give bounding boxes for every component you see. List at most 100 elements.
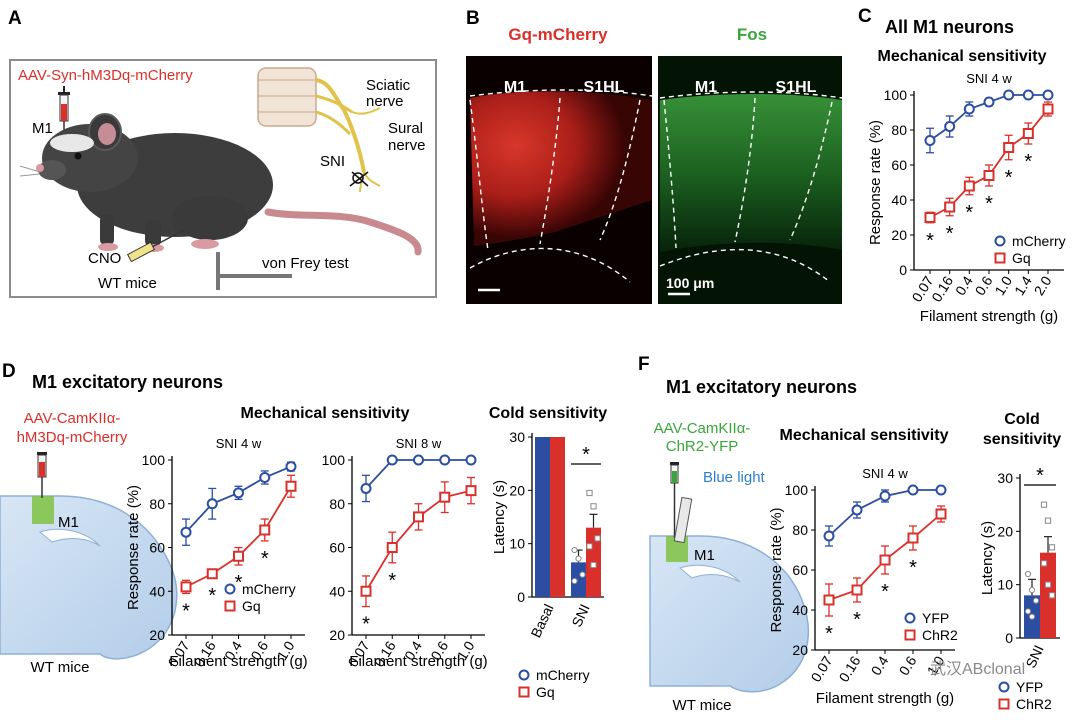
data-point-gq [285,480,297,492]
panel-b-left-m1: M1 [504,79,526,96]
data-point-chr2 [1040,501,1048,508]
chart-title: SNI 4 w [966,71,1012,86]
panel-b: B Gq-mCherry Fos M1 S1HL M1 S1HL 100 μm [466,8,843,304]
legend-marker-gq [994,252,1006,264]
significance-star: * [881,581,889,603]
data-point-yfp [935,484,947,496]
panel-f-virus-line2: ChR2-YFP [666,438,739,455]
significance-star: * [1036,465,1044,487]
y-tick-label: 20 [997,523,1013,539]
data-point-yfp [1024,570,1032,578]
mcherry-signal [470,91,652,246]
legend-label-gq: Gq [536,684,555,700]
x-tick-label: 2.0 [1031,273,1055,298]
data-point-gq [963,180,975,192]
chart-title: SNI 8 w [396,436,442,451]
panel-a-sni-label: SNI [320,153,345,170]
y-tick-label: 10 [997,577,1013,593]
y-tick-label: 10 [509,536,525,552]
data-point-gq [1042,103,1054,115]
y-axis-label: Latency (s) [491,480,508,554]
x-tick-label: Basal [527,602,556,641]
x-tick-label: 0.6 [972,273,996,298]
data-point-mcherry [963,103,975,115]
data-point-mcherry_sni [575,555,582,562]
panel-a-test-label: von Frey test [262,255,350,272]
bar-mcherry [571,562,586,597]
data-point-mcherry [924,135,936,146]
legend-marker-chr2 [904,629,916,641]
data-point-gq_sni [586,489,593,497]
data-point-mcherry [983,96,995,108]
data-point-mcherry [413,454,424,466]
data-point-mcherry [439,454,451,466]
data-point-yfp [907,484,919,496]
von-frey-icon [216,252,292,290]
mouse-illustration [19,113,422,256]
data-point-gq [1022,128,1034,139]
y-tick-label: 40 [149,583,165,599]
data-point-gq_sni [594,535,601,542]
legend-label-yfp: YFP [922,610,949,626]
optic-fiber-icon [670,462,693,544]
bar-chr2 [1040,552,1056,638]
data-point-gq [180,581,192,593]
data-point-mcherry [233,487,244,499]
data-point-gq [386,542,398,553]
y-tick-label: 80 [149,496,165,512]
bar-gq [550,437,565,597]
y-tick-label: 40 [329,583,345,599]
chart-title: SNI 4 w [862,466,908,481]
data-point-gq [233,550,244,562]
y-axis-label: Response rate (%) [125,485,142,610]
y-tick-label: 100 [884,87,908,103]
panel-a-virus-label: AAV-Syn-hM3Dq-mCherry [18,67,193,84]
data-point-mcherry [360,482,372,494]
legend-label-yfp: YFP [1016,679,1043,695]
data-point-chr2 [879,554,891,566]
significance-star: * [1024,151,1032,173]
significance-star: * [208,585,216,607]
legend-marker-gq [518,686,530,698]
data-point-yfp [823,530,835,542]
panel-d-letter: D [2,361,16,382]
panel-f-mice-label: WT mice [673,697,732,714]
fos-signal [660,94,842,252]
data-point-chr2 [851,584,863,596]
data-point-mcherry [1003,89,1015,101]
y-tick-label: 100 [322,452,346,468]
data-point-gq [924,212,936,223]
significance-star: * [825,623,833,645]
watermark: 武汉ABclonal [930,660,1025,678]
data-point-chr2 [1044,517,1052,524]
y-tick-label: 20 [329,627,345,643]
scissors-icon [349,171,369,187]
data-point-gq [259,524,271,536]
panel-a-sciatic-line1: Sciatic [366,77,411,94]
y-tick-label: 0 [899,262,907,278]
data-point-mcherry [285,461,297,473]
x-axis-label: Filament strength (g) [349,653,487,670]
y-axis-label: Latency (s) [979,521,996,595]
legend-label-gq: Gq [242,598,261,614]
panel-b-right-title: Fos [737,25,767,44]
data-point-mcherry [386,454,398,466]
legend-marker-mcherry [994,235,1006,247]
data-point-gq [439,491,451,503]
significance-star: * [965,202,973,224]
x-tick-label: SNI [1022,643,1046,671]
y-tick-label: 0 [1005,630,1013,646]
data-point-gq [983,170,995,181]
panel-d-syringe-icon [37,452,47,498]
y-tick-label: 40 [891,192,907,208]
data-point-gq [360,585,372,597]
panel-b-left-title: Gq-mCherry [508,25,608,44]
significance-star: * [909,557,917,579]
y-tick-label: 80 [891,122,907,138]
panel-c-letter: C [858,6,872,27]
legend-label-mcherry: mCherry [1012,233,1066,249]
x-tick-label: 0.6 [896,653,920,678]
legend-marker-yfp [998,681,1010,693]
